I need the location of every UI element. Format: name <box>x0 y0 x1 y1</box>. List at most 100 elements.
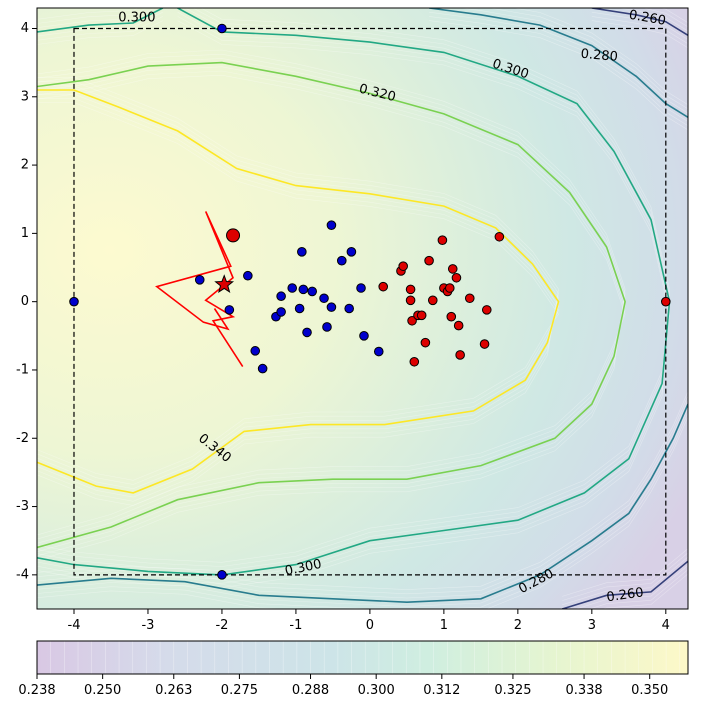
x-tick-label: -3 <box>141 618 154 633</box>
y-tick-label: -3 <box>16 499 29 514</box>
filled-contour-edge <box>37 77 559 506</box>
colorbar-tick-label: 0.312 <box>423 683 460 698</box>
blue-point <box>224 305 235 315</box>
colorbar-tick-label: 0.275 <box>221 683 258 698</box>
filled-contour-edge <box>37 8 670 584</box>
filled-contour-edge <box>37 66 626 544</box>
filled-contour-edge <box>562 556 688 606</box>
star-marker <box>214 274 235 294</box>
filled-contour-edge <box>37 70 626 540</box>
colorbar-tick-label: 0.250 <box>84 683 121 698</box>
colorbar-tick-label: 0.288 <box>292 683 329 698</box>
filled-contour-edge <box>37 8 670 588</box>
blue-point <box>276 291 286 302</box>
filled-contour-edge <box>37 20 670 563</box>
filled-contour-edge <box>591 20 688 49</box>
red-point <box>409 356 420 367</box>
filled-contour-edge <box>562 548 688 597</box>
y-tick-label: 1 <box>21 226 29 241</box>
x-tick-label: -2 <box>215 618 228 633</box>
filled-contour-edge <box>37 74 626 536</box>
blue-point <box>298 284 309 295</box>
y-tick-label: 2 <box>21 158 29 173</box>
red-point <box>424 255 434 266</box>
blue-point <box>356 283 366 293</box>
filled-contour-edge <box>429 20 688 131</box>
y-axis: 4 3 2 1 0 -1 -2 -3 -4 <box>16 21 37 582</box>
red-point <box>416 310 427 321</box>
filled-contour-edge <box>37 53 626 557</box>
red-point <box>481 305 492 315</box>
filled-contour-edge <box>458 8 688 114</box>
contour-line <box>37 61 626 549</box>
contour-label: 0.260 <box>606 585 645 605</box>
red-point <box>464 293 475 304</box>
y-tick-label: 0 <box>21 294 29 309</box>
filled-contour-edge <box>602 573 688 609</box>
x-tick-label: 3 <box>588 618 596 633</box>
red-point <box>420 337 431 348</box>
red-point <box>398 261 408 271</box>
blue-point <box>359 331 369 341</box>
filled-contour-edge <box>591 16 688 44</box>
y-tick-label: -1 <box>16 362 29 377</box>
filled-contour-edge <box>562 552 688 601</box>
contour-label: 0.300 <box>118 11 155 26</box>
contour-line <box>591 8 688 36</box>
filled-contour-edge <box>37 16 163 41</box>
blue-point <box>287 283 298 293</box>
red-point <box>446 311 457 322</box>
filled-contour-edge <box>37 8 670 580</box>
colorbar-tick-label: 0.238 <box>18 683 55 698</box>
contour-label: 0.280 <box>580 47 618 65</box>
blue-point <box>373 346 384 357</box>
blue-point <box>344 303 354 314</box>
contour-line <box>37 8 671 576</box>
filled-contour-edge <box>659 8 688 23</box>
colorbar-gradient <box>37 641 688 674</box>
red-point <box>444 283 455 293</box>
x-tick-label: -4 <box>68 618 81 633</box>
red-point <box>451 272 462 283</box>
blue-point <box>319 293 329 304</box>
red-point <box>405 295 416 306</box>
y-tick-label: 4 <box>21 21 29 36</box>
filled-contour-edge <box>512 8 688 105</box>
blue-point <box>250 346 261 356</box>
red-point <box>494 231 505 242</box>
filled-contour-edge <box>37 416 688 609</box>
filled-contour-edge <box>37 408 688 607</box>
filled-contour-edge <box>37 8 147 24</box>
filled-contour-edge <box>591 11 688 40</box>
x-tick-label: -1 <box>289 618 302 633</box>
x-tick-label: 4 <box>662 618 670 633</box>
red-point <box>378 281 389 292</box>
contour-line <box>561 560 688 609</box>
filled-contour-edge <box>37 58 626 552</box>
filled-contour-edge <box>588 569 688 609</box>
filled-contour-edge <box>37 81 559 502</box>
filled-contour-edge <box>37 98 559 485</box>
contour-line <box>37 403 688 604</box>
filled-contour-edge <box>37 93 559 490</box>
colorbar: 0.238 0.250 0.263 0.275 0.288 0.300 0.312 0.325… <box>18 640 689 698</box>
contour-label: 0.260 <box>628 8 667 29</box>
y-tick-label: 3 <box>21 89 29 104</box>
filled-contour-edge <box>617 8 688 32</box>
filled-contour-edge <box>37 102 559 481</box>
blue-point <box>326 302 337 312</box>
blue-point <box>294 303 305 314</box>
red-point <box>453 320 464 331</box>
colorbar-frame <box>36 640 689 675</box>
filled-contour-edge <box>641 8 688 28</box>
filled-contour-edge <box>37 85 559 498</box>
best-point <box>226 228 241 243</box>
red-point <box>479 339 490 349</box>
x-tick-label: 1 <box>440 618 448 633</box>
filled-contour-edge <box>37 8 156 28</box>
blue-point <box>297 247 307 257</box>
plot-frame <box>36 7 689 610</box>
filled-contour-edge <box>37 8 139 20</box>
filled-contour-edge <box>574 565 688 609</box>
